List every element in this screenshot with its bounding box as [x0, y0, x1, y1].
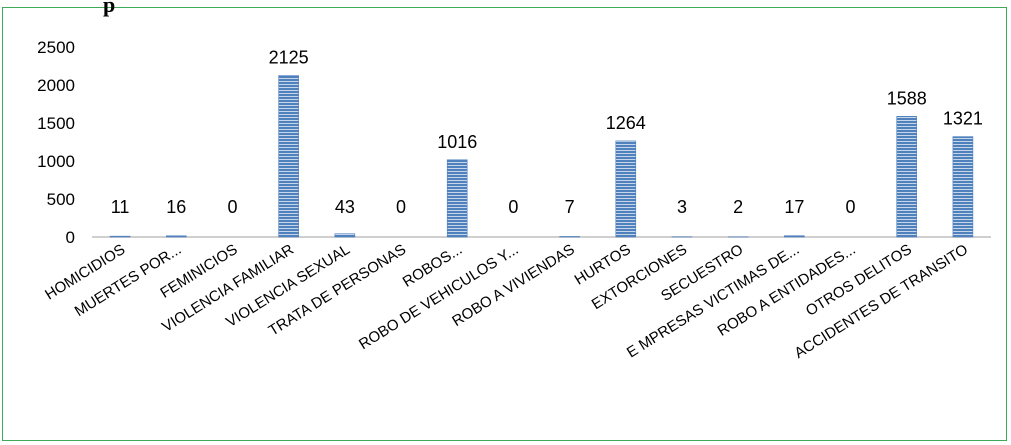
bar: [278, 75, 299, 238]
bar: [559, 236, 580, 238]
data-label: 7: [565, 197, 575, 217]
y-tick-label: 2000: [37, 76, 75, 95]
y-tick-label: 1500: [37, 114, 75, 133]
y-tick-label: 0: [66, 228, 75, 247]
bar: [952, 136, 974, 238]
data-label: 17: [784, 197, 804, 217]
data-label: 2125: [269, 48, 309, 68]
data-label: 1264: [606, 113, 646, 133]
data-label: 1588: [887, 88, 927, 108]
data-label: 0: [508, 197, 518, 217]
x-category-label: EXTORCIONES: [589, 241, 690, 313]
data-label: 11: [111, 197, 130, 217]
data-label: 1321: [943, 109, 983, 129]
bar: [165, 235, 187, 238]
data-label: 0: [227, 197, 237, 217]
y-axis: 0 500 1000 1500 2000 2500: [37, 38, 75, 247]
y-tick-label: 2500: [37, 38, 75, 57]
bar: [896, 116, 918, 238]
y-tick-label: 500: [47, 190, 75, 209]
bar: [784, 235, 805, 238]
data-label: 0: [396, 197, 406, 217]
bars: [109, 75, 974, 238]
data-label: 16: [166, 197, 186, 217]
bar: [109, 235, 131, 238]
data-label: 0: [846, 197, 856, 217]
data-label: 1016: [437, 132, 477, 152]
bar: [615, 140, 637, 238]
bar: [334, 233, 356, 238]
data-label: 3: [677, 197, 687, 217]
data-labels: 11 16 0 2125 43 0 1016 0 7 1264 3 2 17 0 1588 1321: [111, 48, 983, 218]
bar: [446, 159, 468, 238]
y-tick-label: 1000: [37, 152, 75, 171]
data-label: 43: [335, 197, 355, 217]
data-label: 2: [733, 197, 743, 217]
chart-title-fragment: p: [103, 0, 116, 17]
